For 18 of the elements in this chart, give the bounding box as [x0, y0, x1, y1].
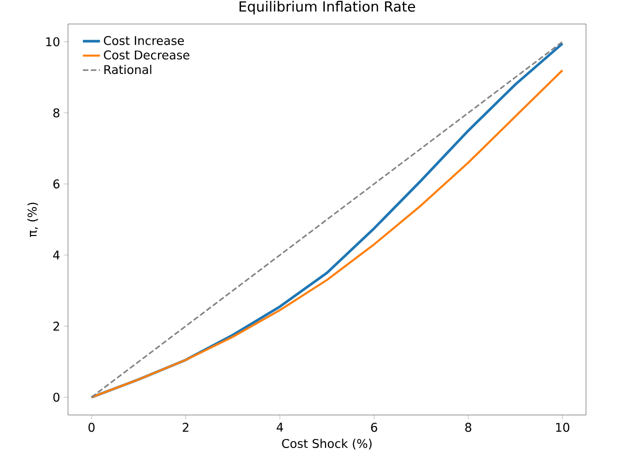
y-tick-label: 8 [53, 108, 60, 118]
x-tick-label: 2 [182, 422, 188, 432]
x-tick-label: 6 [371, 422, 378, 432]
x-tick-label: 0 [88, 422, 95, 432]
y-tick-label: 4 [53, 250, 60, 260]
x-tick-label: 8 [465, 422, 472, 432]
chart-title: Equilibrium Inflation Rate [240, 0, 416, 14]
y-tick-label: 0 [53, 392, 60, 402]
x-tick-label: 4 [276, 422, 284, 432]
y-axis-title: π, (%) [27, 202, 38, 237]
x-axis-title: Cost Shock (%) [282, 438, 372, 450]
legend-label: Cost Decrease [104, 50, 190, 60]
y-tick-label: 2 [53, 322, 59, 331]
y-tick-label: 10 [46, 37, 60, 46]
legend-label: Cost Increase [104, 36, 184, 46]
legend-label: Rational [104, 64, 152, 74]
x-tick-label: 10 [556, 422, 570, 432]
y-tick-label: 6 [53, 179, 60, 188]
